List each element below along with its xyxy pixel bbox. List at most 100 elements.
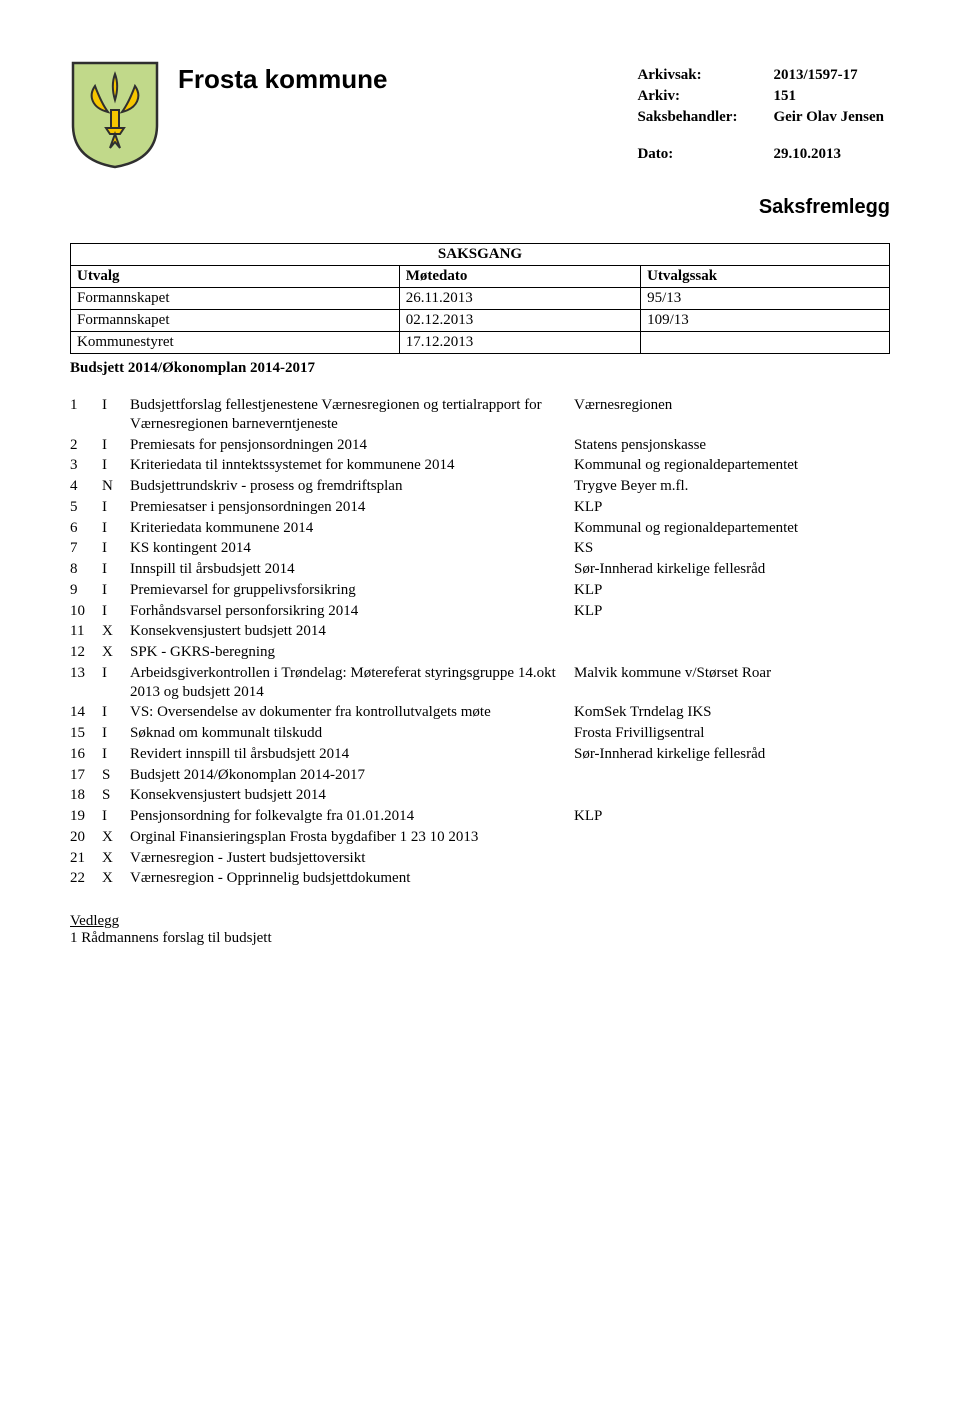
table-cell: 17.12.2013: [399, 332, 640, 354]
table-cell: 95/13: [641, 288, 890, 310]
doc-num: 22: [70, 868, 102, 889]
doc-code: I: [102, 663, 130, 703]
list-item: 19IPensjonsordning for folkevalgte fra 0…: [70, 806, 890, 827]
doc-code: S: [102, 785, 130, 806]
vedlegg-item: 1 Rådmannens forslag til budsjett: [70, 930, 890, 947]
doc-desc: Konsekvensjustert budsjett 2014: [130, 621, 574, 642]
doc-num: 20: [70, 827, 102, 848]
meta-value: 151: [773, 87, 888, 106]
doc-num: 17: [70, 765, 102, 786]
doc-desc: Budsjett 2014/Økonomplan 2014-2017: [130, 765, 574, 786]
list-item: 21XVærnesregion - Justert budsjettoversi…: [70, 848, 890, 869]
table-cell: 109/13: [641, 310, 890, 332]
doc-source: [574, 827, 890, 848]
doc-desc: Forhåndsvarsel personforsikring 2014: [130, 601, 574, 622]
doc-code: I: [102, 455, 130, 476]
table-cell: 02.12.2013: [399, 310, 640, 332]
meta-label: Saksbehandler:: [637, 108, 771, 127]
doc-source: Værnesregionen: [574, 395, 890, 435]
vedlegg-title: Vedlegg: [70, 913, 119, 929]
table-row: Formannskapet26.11.201395/13: [71, 288, 890, 310]
doc-code: I: [102, 601, 130, 622]
doc-num: 14: [70, 702, 102, 723]
budsjett-title: Budsjett 2014/Økonomplan 2014-2017: [70, 360, 890, 377]
doc-source: KomSek Trndelag IKS: [574, 702, 890, 723]
doc-source: KLP: [574, 601, 890, 622]
vedlegg-section: Vedlegg 1 Rådmannens forslag til budsjet…: [70, 913, 890, 947]
doc-num: 4: [70, 476, 102, 497]
doc-source: [574, 642, 890, 663]
doc-source: [574, 785, 890, 806]
saksfremlegg-heading: Saksfremlegg: [70, 196, 890, 219]
table-cell: Formannskapet: [71, 288, 400, 310]
table-row: Kommunestyret17.12.2013: [71, 332, 890, 354]
list-item: 3IKriteriedata til inntektssystemet for …: [70, 455, 890, 476]
doc-num: 15: [70, 723, 102, 744]
doc-desc: SPK - GKRS-beregning: [130, 642, 574, 663]
list-item: 16IRevidert innspill til årsbudsjett 201…: [70, 744, 890, 765]
doc-num: 19: [70, 806, 102, 827]
doc-source: [574, 765, 890, 786]
list-item: 13IArbeidsgiverkontrollen i Trøndelag: M…: [70, 663, 890, 703]
doc-code: I: [102, 538, 130, 559]
doc-num: 1: [70, 395, 102, 435]
doc-num: 18: [70, 785, 102, 806]
list-item: 15ISøknad om kommunalt tilskuddFrosta Fr…: [70, 723, 890, 744]
doc-num: 6: [70, 518, 102, 539]
list-item: 6IKriteriedata kommunene 2014Kommunal og…: [70, 518, 890, 539]
doc-source: Trygve Beyer m.fl.: [574, 476, 890, 497]
doc-desc: Budsjettforslag fellestjenestene Værnesr…: [130, 395, 574, 435]
doc-desc: Premievarsel for gruppelivsforsikring: [130, 580, 574, 601]
doc-desc: Kriteriedata til inntektssystemet for ko…: [130, 455, 574, 476]
doc-desc: KS kontingent 2014: [130, 538, 574, 559]
municipal-crest-icon: [70, 60, 160, 170]
header-row: Frosta kommune Arkivsak:2013/1597-17Arki…: [70, 60, 890, 170]
doc-source: Sør-Innherad kirkelige fellesråd: [574, 559, 890, 580]
doc-code: I: [102, 395, 130, 435]
doc-desc: Søknad om kommunalt tilskudd: [130, 723, 574, 744]
list-item: 10IForhåndsvarsel personforsikring 2014K…: [70, 601, 890, 622]
doc-num: 5: [70, 497, 102, 518]
doc-num: 10: [70, 601, 102, 622]
list-item: 4NBudsjettrundskriv - prosess og fremdri…: [70, 476, 890, 497]
list-item: 2IPremiesats for pensjonsordningen 2014S…: [70, 435, 890, 456]
meta-label: Arkivsak:: [637, 66, 771, 85]
doc-desc: Arbeidsgiverkontrollen i Trøndelag: Møte…: [130, 663, 574, 703]
list-item: 7IKS kontingent 2014KS: [70, 538, 890, 559]
doc-source: Kommunal og regionaldepartementet: [574, 518, 890, 539]
doc-source: KLP: [574, 497, 890, 518]
table-cell: Kommunestyret: [71, 332, 400, 354]
doc-code: I: [102, 723, 130, 744]
doc-desc: Premiesats for pensjonsordningen 2014: [130, 435, 574, 456]
doc-code: I: [102, 580, 130, 601]
kommune-title: Frosta kommune: [178, 64, 388, 95]
doc-code: I: [102, 518, 130, 539]
meta-value: 2013/1597-17: [773, 66, 888, 85]
table-cell: [641, 332, 890, 354]
doc-num: 3: [70, 455, 102, 476]
list-item: 9IPremievarsel for gruppelivsforsikringK…: [70, 580, 890, 601]
saksgang-title: SAKSGANG: [71, 244, 890, 266]
doc-desc: Premiesatser i pensjonsordningen 2014: [130, 497, 574, 518]
doc-num: 7: [70, 538, 102, 559]
list-item: 11XKonsekvensjustert budsjett 2014: [70, 621, 890, 642]
doc-desc: Konsekvensjustert budsjett 2014: [130, 785, 574, 806]
doc-desc: Innspill til årsbudsjett 2014: [130, 559, 574, 580]
doc-source: KS: [574, 538, 890, 559]
doc-source: [574, 621, 890, 642]
doc-num: 16: [70, 744, 102, 765]
doc-desc: Revidert innspill til årsbudsjett 2014: [130, 744, 574, 765]
document-list: 1IBudsjettforslag fellestjenestene Værne…: [70, 395, 890, 889]
doc-num: 12: [70, 642, 102, 663]
doc-desc: Kriteriedata kommunene 2014: [130, 518, 574, 539]
doc-source: Statens pensjonskasse: [574, 435, 890, 456]
table-row: Formannskapet02.12.2013109/13: [71, 310, 890, 332]
meta-value: Geir Olav Jensen: [773, 108, 888, 127]
table-cell: 26.11.2013: [399, 288, 640, 310]
doc-code: N: [102, 476, 130, 497]
doc-source: Frosta Frivilligsentral: [574, 723, 890, 744]
doc-source: Kommunal og regionaldepartementet: [574, 455, 890, 476]
doc-code: I: [102, 435, 130, 456]
list-item: 17SBudsjett 2014/Økonomplan 2014-2017: [70, 765, 890, 786]
doc-desc: Værnesregion - Opprinnelig budsjettdokum…: [130, 868, 574, 889]
